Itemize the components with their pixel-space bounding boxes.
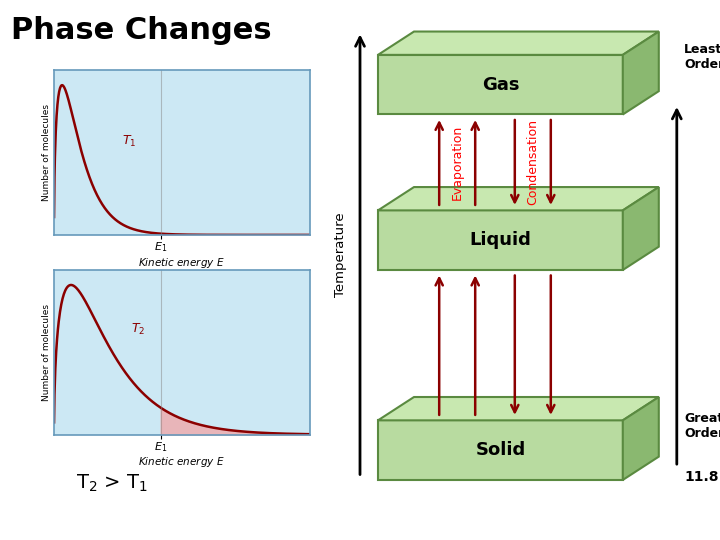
X-axis label: Kinetic energy $E$: Kinetic energy $E$ (138, 255, 225, 269)
Polygon shape (378, 397, 659, 420)
Text: Gas: Gas (482, 76, 519, 93)
Text: Greatest
Order: Greatest Order (684, 411, 720, 440)
Polygon shape (623, 187, 659, 270)
Y-axis label: Number of molecules: Number of molecules (42, 104, 51, 201)
Polygon shape (623, 31, 659, 114)
Text: T$_2$ > T$_1$: T$_2$ > T$_1$ (76, 473, 148, 494)
Y-axis label: Number of molecules: Number of molecules (42, 304, 51, 401)
Text: 11.8: 11.8 (684, 470, 719, 484)
Text: Phase Changes: Phase Changes (11, 16, 271, 45)
Text: Solid: Solid (475, 441, 526, 459)
Polygon shape (378, 31, 659, 55)
Text: Condensation: Condensation (526, 119, 539, 205)
Text: Liquid: Liquid (469, 231, 531, 249)
FancyBboxPatch shape (378, 211, 623, 270)
Text: $T_2$: $T_2$ (131, 322, 145, 337)
Text: Evaporation: Evaporation (451, 125, 464, 200)
FancyBboxPatch shape (378, 420, 623, 480)
Text: Temperature: Temperature (333, 212, 347, 297)
Text: Least
Order: Least Order (684, 43, 720, 71)
Polygon shape (378, 187, 659, 211)
Text: $T_1$: $T_1$ (122, 134, 137, 149)
Polygon shape (623, 397, 659, 480)
X-axis label: Kinetic energy $E$: Kinetic energy $E$ (138, 455, 225, 469)
FancyBboxPatch shape (378, 55, 623, 114)
